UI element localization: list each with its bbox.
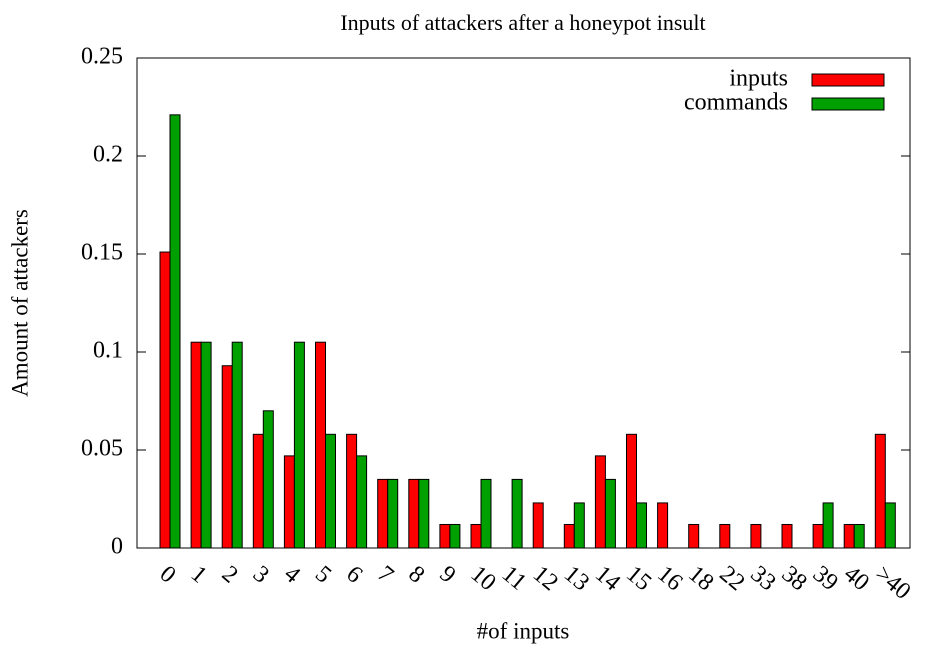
x-tick-label: >40 xyxy=(870,561,915,605)
x-tick-label: 15 xyxy=(621,561,656,596)
bar xyxy=(626,433,637,549)
x-tick-label: 39 xyxy=(808,561,843,596)
x-tick-label: 13 xyxy=(559,561,594,596)
y-tick-label: 0.1 xyxy=(93,338,123,364)
bar xyxy=(293,341,305,549)
x-tick-label: 38 xyxy=(777,561,812,596)
y-tick-label: 0.25 xyxy=(81,44,123,70)
x-tick-label: 2 xyxy=(217,561,243,589)
bar xyxy=(262,410,274,549)
bar xyxy=(853,523,865,549)
bar xyxy=(325,433,336,549)
bar xyxy=(657,502,669,549)
y-axis-label: Amount of attackers xyxy=(7,209,32,397)
x-tick-label: 14 xyxy=(590,561,625,596)
bar xyxy=(346,433,358,549)
legend-swatch xyxy=(811,73,885,87)
y-tick-label: 0.05 xyxy=(81,436,123,462)
bar xyxy=(377,478,389,549)
bar xyxy=(822,502,834,549)
bar xyxy=(408,478,420,549)
bar xyxy=(315,341,326,549)
plot-frame xyxy=(136,57,911,549)
bar xyxy=(418,478,430,549)
x-tick-label: 8 xyxy=(403,561,429,589)
bar xyxy=(159,251,171,549)
bar xyxy=(470,523,482,549)
bar xyxy=(169,114,181,549)
bar xyxy=(594,455,606,549)
x-tick-label: 16 xyxy=(652,561,687,596)
bar xyxy=(719,523,731,549)
x-tick-label: 11 xyxy=(497,561,531,596)
bar xyxy=(231,341,243,549)
x-tick-label: 10 xyxy=(466,561,501,596)
x-tick-label: 12 xyxy=(528,561,563,596)
y-tick-label: 0.15 xyxy=(81,240,123,266)
x-tick-label: 4 xyxy=(279,561,305,589)
x-tick-label: 7 xyxy=(372,561,398,589)
bar xyxy=(221,365,233,549)
bar xyxy=(573,502,585,549)
bar xyxy=(884,502,896,549)
bar xyxy=(190,341,202,549)
x-tick-label: 6 xyxy=(341,561,367,589)
bar xyxy=(480,478,492,549)
x-tick-label: 33 xyxy=(745,561,780,596)
bar xyxy=(750,523,762,549)
bar xyxy=(439,523,451,549)
bar xyxy=(200,341,212,549)
bar xyxy=(532,502,544,549)
bar xyxy=(387,478,399,549)
bar xyxy=(449,523,461,549)
bar xyxy=(636,502,647,549)
legend-label: inputs xyxy=(729,66,788,92)
y-tick-label: 0.2 xyxy=(93,142,123,168)
bar xyxy=(688,523,700,549)
legend-label: commands xyxy=(684,90,788,116)
x-tick-label: 5 xyxy=(310,561,336,589)
legend-swatch xyxy=(811,97,885,111)
y-tick-label: 0 xyxy=(111,534,123,560)
x-tick-label: 22 xyxy=(714,561,749,596)
bar xyxy=(604,478,616,549)
bar xyxy=(843,523,855,549)
bar xyxy=(874,433,886,549)
bar xyxy=(781,523,793,549)
x-tick-label: 18 xyxy=(683,561,718,596)
bar xyxy=(511,478,523,549)
bar xyxy=(283,455,295,549)
x-tick-label: 40 xyxy=(839,561,874,596)
x-tick-label: 1 xyxy=(186,561,212,589)
x-tick-label: 3 xyxy=(248,561,274,589)
x-tick-label: 9 xyxy=(434,561,460,589)
bar xyxy=(812,523,824,549)
bar xyxy=(252,433,264,549)
bar xyxy=(563,523,575,549)
chart-title: Inputs of attackers after a honeypot ins… xyxy=(340,10,705,35)
x-axis-label: #of inputs xyxy=(477,618,570,643)
bar xyxy=(356,455,368,549)
x-tick-label: 0 xyxy=(155,561,181,589)
